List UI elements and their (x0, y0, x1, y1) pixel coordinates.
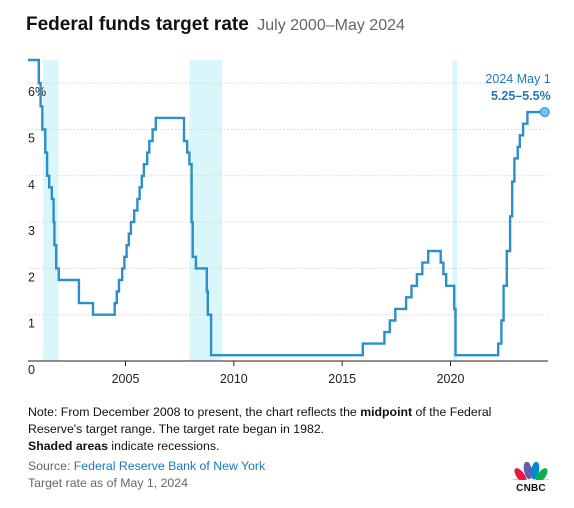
note-bold: midpoint (360, 405, 413, 419)
note-suffix: of the Federal Reserve's target range. T… (28, 405, 492, 436)
y-tick-label-4: 4 (28, 178, 35, 192)
cnbc-logo: CNBC (511, 462, 551, 496)
cnbc-logo-text: CNBC (516, 483, 546, 494)
shaded-areas-bold: Shaded areas (28, 439, 108, 453)
chart-note: Note: From December 2008 to present, the… (28, 404, 528, 455)
peacock-icon (511, 462, 551, 484)
y-tick-label-3: 3 (28, 224, 35, 238)
chart-title-row: Federal funds target rate July 2000–May … (26, 14, 405, 36)
source-label: Source: (28, 459, 74, 473)
shaded-areas-text: indicate recessions. (107, 439, 220, 453)
x-tick-label-2020: 2020 (437, 372, 465, 386)
x-tick-label-2015: 2015 (328, 372, 356, 386)
latest-point-marker (539, 107, 550, 118)
source-line: Source: Federal Reserve Bank of New York (28, 459, 265, 473)
source-link[interactable]: Federal Reserve Bank of New York (73, 459, 266, 473)
recession-band-0 (43, 60, 59, 361)
y-tick-label-6: 6% (28, 85, 46, 99)
series-line-0 (28, 58, 545, 357)
y-tick-label-5: 5 (28, 131, 35, 145)
y-tick-label-1: 1 (28, 317, 35, 331)
x-tick-label-2005: 2005 (112, 372, 140, 386)
chart: 0 1 2 3 4 5 6% 2005 2010 2015 2020 2024 May 1 5.25–5… (28, 58, 551, 386)
y-tick-label-0: 0 (28, 363, 35, 377)
annotation-date-label: 2024 May 1 (485, 72, 550, 86)
x-tick-label-2010: 2010 (220, 372, 248, 386)
chart-subtitle: July 2000–May 2024 (257, 17, 405, 34)
recession-band-1 (189, 60, 222, 361)
recession-band-2 (452, 60, 457, 361)
annotation-value-label: 5.25–5.5% (491, 89, 551, 103)
note-prefix: Note: From December 2008 to present, the… (28, 405, 361, 419)
y-tick-label-2: 2 (28, 270, 35, 284)
as-of-text: Target rate as of May 1, 2024 (28, 476, 188, 490)
chart-title: Federal funds target rate (26, 14, 249, 35)
